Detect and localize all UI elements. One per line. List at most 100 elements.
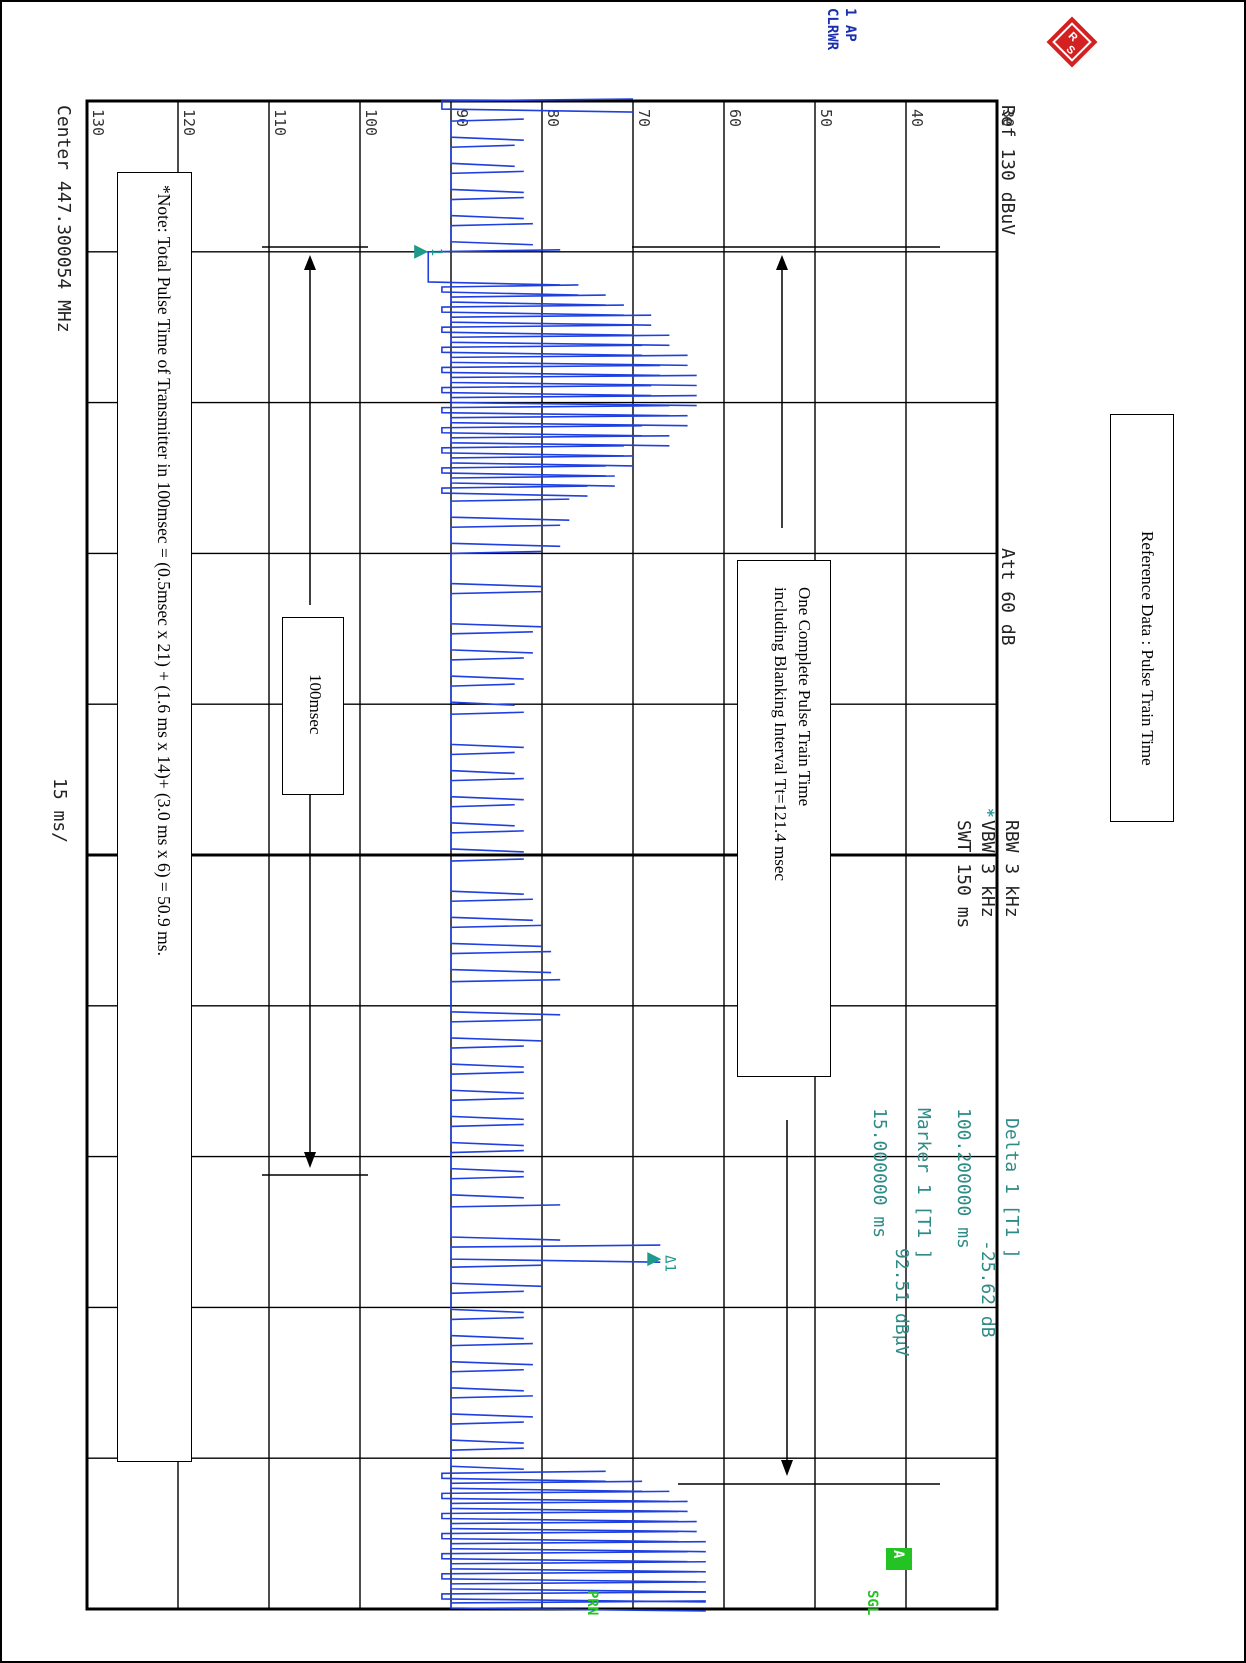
pulse [450, 294, 606, 306]
pulse [450, 475, 615, 487]
pulse-arrowhead-top [776, 255, 788, 270]
pulse [450, 1480, 643, 1493]
pulse [441, 465, 606, 477]
hundred-ms-box: 100msec [282, 617, 344, 795]
marker-triangle [414, 244, 429, 259]
pulse [450, 1149, 524, 1173]
pulse [450, 1600, 706, 1612]
reference-title-box: Reference Data : Pulse Train Time [1110, 414, 1174, 822]
pulse [450, 657, 524, 680]
reference-title: Reference Data : Pulse Train Time [1138, 531, 1157, 766]
trace-clrwr-label: CLRWR [824, 8, 840, 51]
sweep-time: SWT 150 ms [953, 820, 974, 929]
pulse [441, 1571, 697, 1583]
delta-label: Delta 1 [T1 ] [1001, 1118, 1022, 1259]
pulse [450, 751, 515, 775]
pulse [450, 1204, 561, 1241]
pulse [450, 711, 524, 749]
y-tick-label: 50 [817, 109, 835, 127]
pulse [441, 1550, 688, 1563]
pulse [441, 404, 670, 417]
pulse [450, 1581, 706, 1593]
y-tick-label: 100 [362, 109, 380, 136]
pulse [450, 1071, 524, 1095]
hundred-ms-label: 100msec [306, 674, 325, 735]
pulse [450, 1342, 533, 1366]
pulse [450, 1368, 524, 1392]
pulse [441, 1530, 679, 1543]
pulse [427, 249, 561, 286]
pulse-train-box: One Complete Pulse Train Time including … [737, 560, 831, 1077]
pulse [441, 1510, 679, 1523]
hundred-ms-arrowhead-top [304, 255, 316, 270]
pulse [450, 898, 533, 922]
attenuation: Att 60 dB [997, 548, 1018, 646]
a-badge [886, 1548, 912, 1570]
pulse [441, 384, 652, 397]
pulse [450, 334, 670, 347]
pulse [450, 1097, 524, 1121]
pulse [450, 1421, 524, 1444]
pulse [450, 1019, 543, 1042]
y-tick-label: 30 [999, 109, 1017, 127]
pulse [450, 1500, 688, 1513]
marker-time: 15.000000 ms [869, 1108, 890, 1239]
pulse [441, 304, 624, 316]
pulse [450, 524, 561, 548]
pulse [450, 550, 543, 588]
pulse [441, 1470, 606, 1483]
ref-level: Ref 130 dBuV [997, 105, 1018, 236]
prn-label: PRN [584, 1590, 600, 1616]
y-tick-label: 90 [453, 109, 471, 127]
y-tick-label: 60 [726, 109, 744, 127]
pulse [450, 631, 533, 654]
pulse [450, 1540, 706, 1553]
pulse [450, 118, 524, 141]
pulse [450, 950, 552, 974]
marker-label: Δ1 [661, 1255, 677, 1272]
y-tick-label: 130 [89, 109, 107, 136]
pulse [450, 1045, 524, 1068]
trace [427, 98, 706, 1612]
delta-time: 100.200000 ms [953, 1108, 974, 1249]
pulse [450, 1520, 697, 1533]
pulse [450, 170, 524, 194]
marker-triangle [647, 1252, 662, 1267]
marker-label: Marker 1 [T1 ] [913, 1108, 934, 1260]
pulse [441, 445, 624, 457]
y-tick-label: 70 [635, 109, 653, 127]
pulse [441, 1490, 670, 1503]
pulse [450, 222, 533, 246]
pulse [450, 374, 697, 387]
y-tick-label: 120 [180, 109, 198, 136]
pulse [441, 344, 643, 357]
vbw-star: * [979, 808, 998, 818]
pulse [450, 354, 688, 367]
pulse [450, 455, 634, 467]
y-tick-label: 40 [908, 109, 926, 127]
pulse [450, 498, 570, 522]
pulse [450, 1244, 661, 1263]
pulse [450, 830, 524, 853]
trace-mode-label: 1 AP [842, 8, 858, 42]
pulse [450, 777, 524, 801]
marker-label: 1 [428, 248, 444, 256]
pulse [441, 1591, 706, 1603]
pulse-train-line2: including Blanking Interval Tt=121.4 mse… [771, 587, 790, 881]
pulse [450, 394, 697, 407]
marker-level: 92.51 dBμV [891, 1248, 912, 1357]
pulse [450, 1316, 524, 1340]
center-frequency: Center 447.300054 MHz [53, 105, 74, 333]
pulse [441, 324, 634, 337]
pulse [441, 364, 661, 377]
pulse [450, 1447, 524, 1471]
pulse [450, 144, 515, 168]
pulse [450, 1175, 524, 1199]
pulse [450, 683, 515, 706]
pulse [441, 485, 588, 497]
pulse-arrowhead-bottom [781, 1460, 793, 1476]
pulse [450, 434, 670, 447]
a-badge-label: A [890, 1550, 906, 1559]
